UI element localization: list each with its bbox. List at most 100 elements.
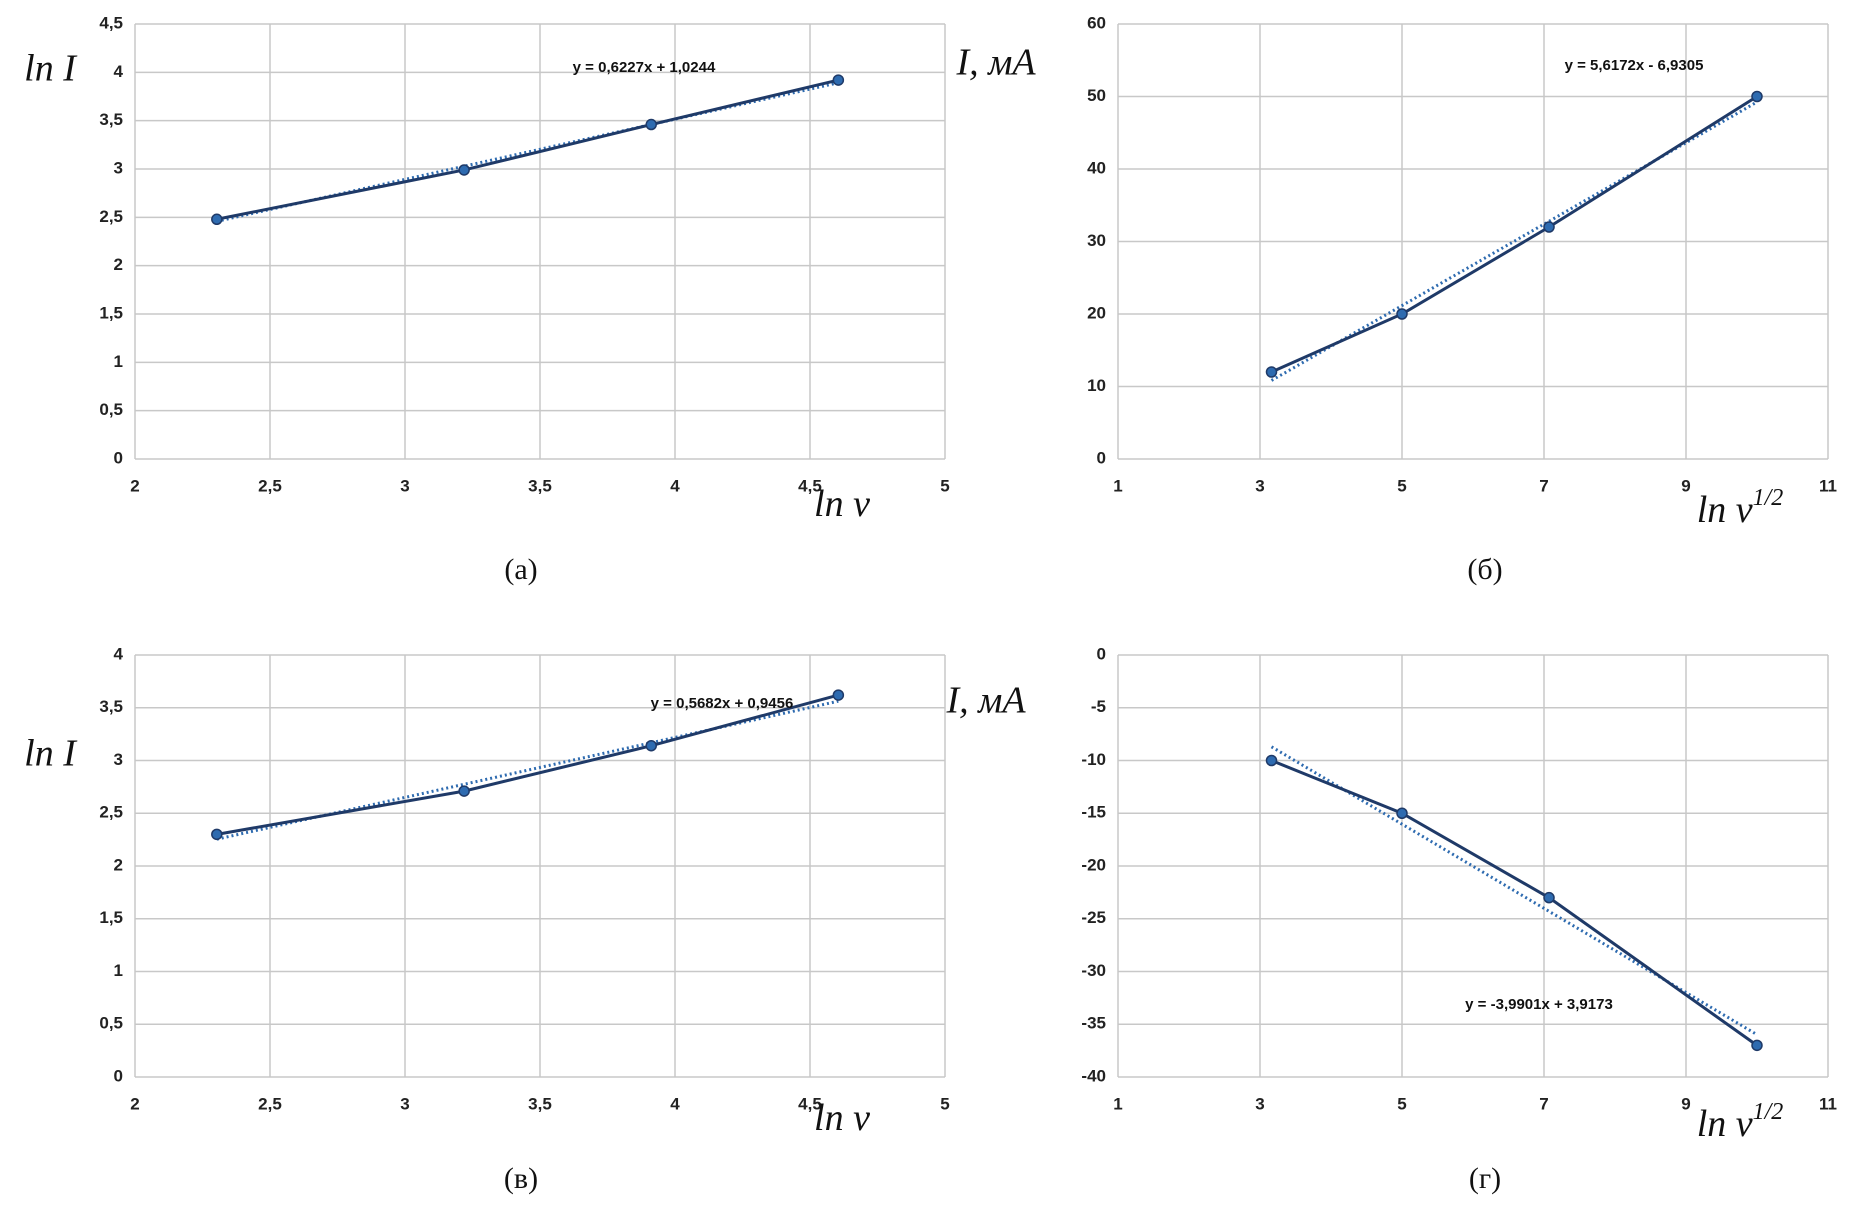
x-tick-label: 1: [1113, 476, 1122, 495]
y-tick-label: 0: [1097, 644, 1106, 663]
x-tick-label: 4,5: [798, 476, 822, 495]
y-tick-label: 50: [1087, 86, 1106, 105]
y-tick-label: -35: [1081, 1014, 1106, 1033]
x-tick-label: 7: [1539, 476, 1548, 495]
y-tick-label: -5: [1091, 697, 1106, 716]
x-axis-label-text: ln v: [814, 1097, 870, 1139]
y-tick-label: 2,5: [99, 803, 123, 822]
y-tick-label: 0,5: [99, 1014, 123, 1033]
trendline-equation: y = 5,6172x - 6,9305: [1565, 57, 1704, 74]
x-tick-label: 1: [1113, 1094, 1122, 1113]
data-point: [645, 739, 657, 752]
y-axis-label: ln I: [24, 733, 78, 775]
data-line: [216, 693, 839, 836]
data-point: [1265, 754, 1278, 767]
caption: (а): [504, 553, 537, 586]
trendline-equation: y = 0,5682x + 0,9456: [651, 695, 794, 712]
y-tick-label: 0,5: [99, 400, 123, 419]
subplot: 0 10 20 30 40 50 60 1 3 5 7 9 11 y = 5,6172x - 6,9305…: [955, 13, 1837, 585]
x-tick-label: 4: [670, 476, 680, 495]
y-tick-label: 3,5: [99, 697, 123, 716]
data-point: [1543, 221, 1555, 233]
caption: (б): [1467, 553, 1502, 586]
y-tick-label: -10: [1081, 750, 1106, 769]
y-tick-label: 2: [114, 255, 123, 274]
data-point: [458, 164, 470, 176]
data-line: [1270, 759, 1758, 1047]
y-axis-label: ln I: [24, 48, 78, 90]
caption: (в): [504, 1162, 538, 1195]
y-tick-label: 1,5: [99, 303, 123, 322]
data-line: [216, 78, 839, 221]
x-tick-label: 4,5: [798, 1094, 822, 1113]
x-tick-label: 5: [1397, 1094, 1406, 1113]
trendline-equation: y = -3,9901x + 3,9173: [1465, 996, 1613, 1013]
y-tick-label: 3,5: [99, 110, 123, 129]
data-point: [832, 74, 845, 86]
y-tick-label: 60: [1087, 13, 1106, 32]
data-point: [1543, 891, 1555, 904]
x-tick-label: 3: [1255, 476, 1264, 495]
y-tick-label: 4,5: [99, 13, 123, 32]
data-point: [1751, 1039, 1763, 1052]
x-axis-label-text: ln v: [814, 483, 870, 525]
y-tick-label: 4: [114, 62, 124, 81]
y-tick-label: 0: [114, 448, 123, 467]
x-tick-label: 2: [130, 1094, 139, 1113]
x-axis-label: ln v1/2: [1697, 1099, 1784, 1145]
y-tick-label: -15: [1081, 803, 1106, 822]
y-tick-label: 2: [114, 855, 123, 874]
y-axis-label: I, мА: [945, 680, 1026, 722]
y-tick-label: 3: [114, 158, 123, 177]
x-axis-label: ln v1/2: [1697, 485, 1784, 531]
data-line: [1270, 95, 1758, 374]
x-axis-label-text: ln v: [1697, 1103, 1753, 1145]
y-tick-label: 2,5: [99, 207, 123, 226]
trendline-equation: y = 0,6227x + 1,0244: [573, 59, 716, 76]
x-tick-label: 2,5: [258, 1094, 282, 1113]
data-point: [211, 828, 223, 841]
data-point: [211, 213, 223, 226]
y-tick-label: 40: [1087, 158, 1106, 177]
x-tick-label: 5: [940, 476, 949, 495]
x-tick-label: 9: [1681, 476, 1690, 495]
x-tick-label: 3,5: [528, 476, 552, 495]
y-tick-label: 1,5: [99, 908, 123, 927]
x-axis-label: ln v: [814, 483, 870, 525]
y-tick-label: 20: [1087, 303, 1106, 322]
caption: (г): [1469, 1162, 1501, 1195]
data-point: [1396, 807, 1408, 819]
x-axis-label: ln v: [814, 1097, 870, 1139]
x-axis-label-superscript: 1/2: [1753, 1099, 1784, 1125]
x-tick-label: 5: [940, 1094, 949, 1113]
subplot: 0 0,5 1 1,5 2 2,5 3 3,5 4 4,5 2 2,5 3 3,5 4 4,5 5 y = 0,6…: [24, 13, 950, 585]
data-point: [1396, 308, 1408, 320]
y-axis-label: I, мА: [955, 42, 1036, 84]
x-axis-label-superscript: 1/2: [1753, 485, 1784, 511]
y-tick-label: 10: [1087, 376, 1106, 395]
y-tick-label: 1: [114, 352, 123, 371]
y-tick-label: -25: [1081, 908, 1106, 927]
data-point: [832, 689, 845, 701]
x-tick-label: 9: [1681, 1094, 1690, 1113]
y-tick-label: 0: [1097, 448, 1106, 467]
x-tick-label: 7: [1539, 1094, 1548, 1113]
x-tick-label: 3: [1255, 1094, 1264, 1113]
x-tick-label: 3: [400, 1094, 409, 1113]
subplot: 0 0,5 1 1,5 2 2,5 3 3,5 4 2 2,5 3 3,5 4 4,5 5 y = 0,5682…: [24, 644, 950, 1194]
y-tick-label: -20: [1081, 855, 1106, 874]
y-tick-label: 3: [114, 750, 123, 769]
x-tick-label: 11: [1819, 1094, 1837, 1113]
x-tick-label: 4: [670, 1094, 680, 1113]
y-tick-label: 30: [1087, 231, 1106, 250]
y-tick-label: -40: [1081, 1066, 1106, 1085]
y-tick-label: 1: [114, 961, 123, 980]
subplot: -40 -35 -30 -25 -20 -15 -10 -5 0 1 3 5 7 9 11 y = -3,99…: [945, 644, 1837, 1194]
x-tick-label: 11: [1819, 476, 1837, 495]
data-point: [458, 785, 470, 797]
x-tick-label: 3,5: [528, 1094, 552, 1113]
x-tick-label: 5: [1397, 476, 1406, 495]
y-tick-label: 0: [114, 1066, 123, 1085]
y-tick-label: -30: [1081, 961, 1106, 980]
